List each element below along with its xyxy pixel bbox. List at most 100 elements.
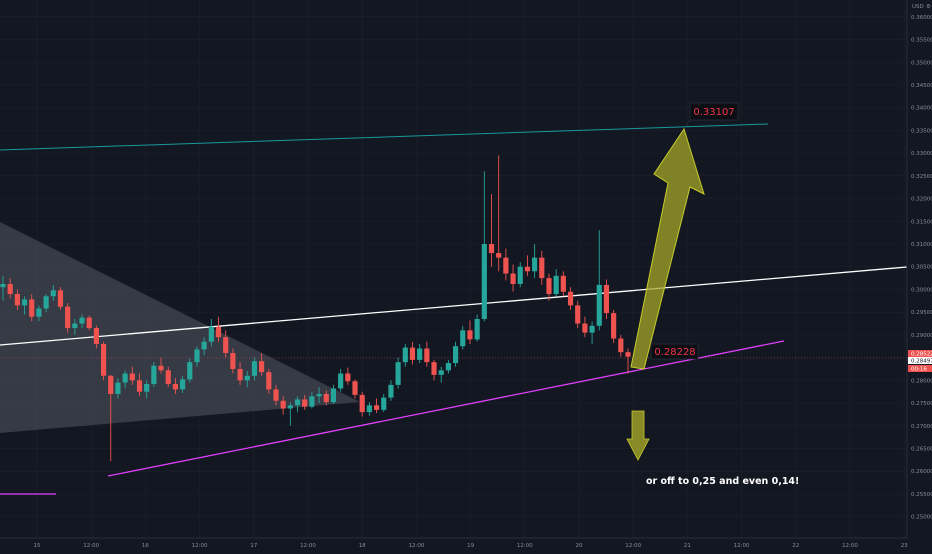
price-tick-label: 0.33500 xyxy=(911,128,932,134)
candle xyxy=(309,391,315,409)
candle-body xyxy=(93,328,99,344)
price-tick-label: 0.27000 xyxy=(911,424,932,430)
price-tick-label: 0.36000 xyxy=(911,15,932,21)
candle-body xyxy=(302,399,308,407)
candle xyxy=(611,309,617,344)
candle-body xyxy=(108,375,114,394)
candle-body xyxy=(187,362,193,380)
candle xyxy=(100,341,107,381)
candle-body xyxy=(237,368,243,381)
time-tick-label: 12:00 xyxy=(734,543,750,549)
candle xyxy=(481,171,487,322)
candle xyxy=(402,343,408,367)
time-axis[interactable]: 15 12:00 16 12:00 17 12:00 18 12:00 19 12:00 20 12:… xyxy=(34,543,909,549)
candle-body xyxy=(57,290,64,307)
candle xyxy=(582,316,588,338)
candle-body xyxy=(244,375,250,381)
candle-body xyxy=(0,283,6,288)
candle-body xyxy=(438,370,444,375)
candle-body xyxy=(611,313,617,339)
price-tick-label: 0.31000 xyxy=(911,242,932,248)
price-tick-label: 0.33000 xyxy=(911,151,932,157)
candle-body xyxy=(129,373,135,381)
candle xyxy=(625,348,631,374)
candle-body xyxy=(596,284,602,326)
candle-body xyxy=(330,388,337,403)
candle xyxy=(553,269,559,297)
candle xyxy=(388,380,394,401)
price-tick-label: 0.26500 xyxy=(911,446,932,452)
candle xyxy=(503,248,509,281)
candle-body xyxy=(7,283,13,294)
candle xyxy=(165,366,171,388)
candle xyxy=(294,396,301,413)
candle xyxy=(72,318,78,335)
middle-trend-line[interactable] xyxy=(0,266,908,346)
candle xyxy=(21,296,28,315)
candle xyxy=(36,305,42,322)
candle-body xyxy=(625,352,631,357)
candle-body xyxy=(603,284,610,314)
price-tick-label: 0.32500 xyxy=(911,174,932,180)
candle xyxy=(323,390,329,406)
candle xyxy=(618,334,624,357)
target-price-box xyxy=(689,102,739,121)
price-tick-label: 0.28000 xyxy=(911,378,932,384)
candle-body xyxy=(618,338,624,353)
candle-body xyxy=(381,397,387,410)
target-price-label: 0.33107 xyxy=(693,107,734,118)
time-tick-label: 23 xyxy=(901,543,908,549)
candle xyxy=(467,320,473,344)
candle xyxy=(366,402,372,416)
candle-body xyxy=(567,291,574,306)
candle-body xyxy=(589,325,595,333)
time-tick-label: 12:00 xyxy=(300,543,316,549)
candle xyxy=(93,325,99,349)
currency-label[interactable]: USD xyxy=(912,4,924,10)
candle xyxy=(539,250,545,285)
target-price-callout[interactable]: 0.33107 xyxy=(685,102,739,126)
candle xyxy=(144,380,150,399)
support-price-callout[interactable]: 0.28228 xyxy=(650,343,699,360)
time-tick-label: 21 xyxy=(684,543,691,549)
price-tag-text: 00:16 xyxy=(911,367,927,373)
support-trend-line[interactable] xyxy=(107,340,785,477)
candle xyxy=(431,359,437,381)
candle-body xyxy=(524,266,531,272)
price-tick-label: 0.31500 xyxy=(911,219,932,225)
price-tick-label: 0.25500 xyxy=(911,492,932,498)
candle xyxy=(409,341,416,365)
settings-icon[interactable]: ⚙ xyxy=(926,4,931,10)
candle-body xyxy=(582,323,588,333)
candle-body xyxy=(144,383,150,392)
price-tick-label: 0.34500 xyxy=(911,83,932,89)
price-tag-text: 0.28497 xyxy=(911,359,932,365)
candle xyxy=(237,362,243,385)
price-tick-label: 0.29500 xyxy=(911,310,932,316)
candle xyxy=(79,314,85,329)
candle xyxy=(438,366,444,383)
candle-body xyxy=(517,266,523,284)
candle xyxy=(201,337,207,356)
time-tick-label: 12:00 xyxy=(192,543,208,549)
resistance-trend-line[interactable] xyxy=(0,123,769,151)
candle-body xyxy=(431,362,437,375)
candle-body xyxy=(460,330,466,347)
candle-body xyxy=(488,244,495,254)
candle-body xyxy=(287,405,293,409)
candle-body xyxy=(100,343,107,376)
bullish-arrow-drawing[interactable] xyxy=(630,127,705,370)
bearish-arrow-drawing[interactable] xyxy=(626,410,650,461)
candle-body xyxy=(474,318,480,340)
candle xyxy=(122,370,128,389)
candle-body xyxy=(388,384,394,398)
candle-body xyxy=(79,317,85,324)
candle xyxy=(273,384,279,406)
candle xyxy=(180,375,186,394)
candle-body xyxy=(532,257,538,272)
candle xyxy=(316,387,322,404)
candle-body xyxy=(424,348,430,363)
candle-body xyxy=(445,363,451,371)
